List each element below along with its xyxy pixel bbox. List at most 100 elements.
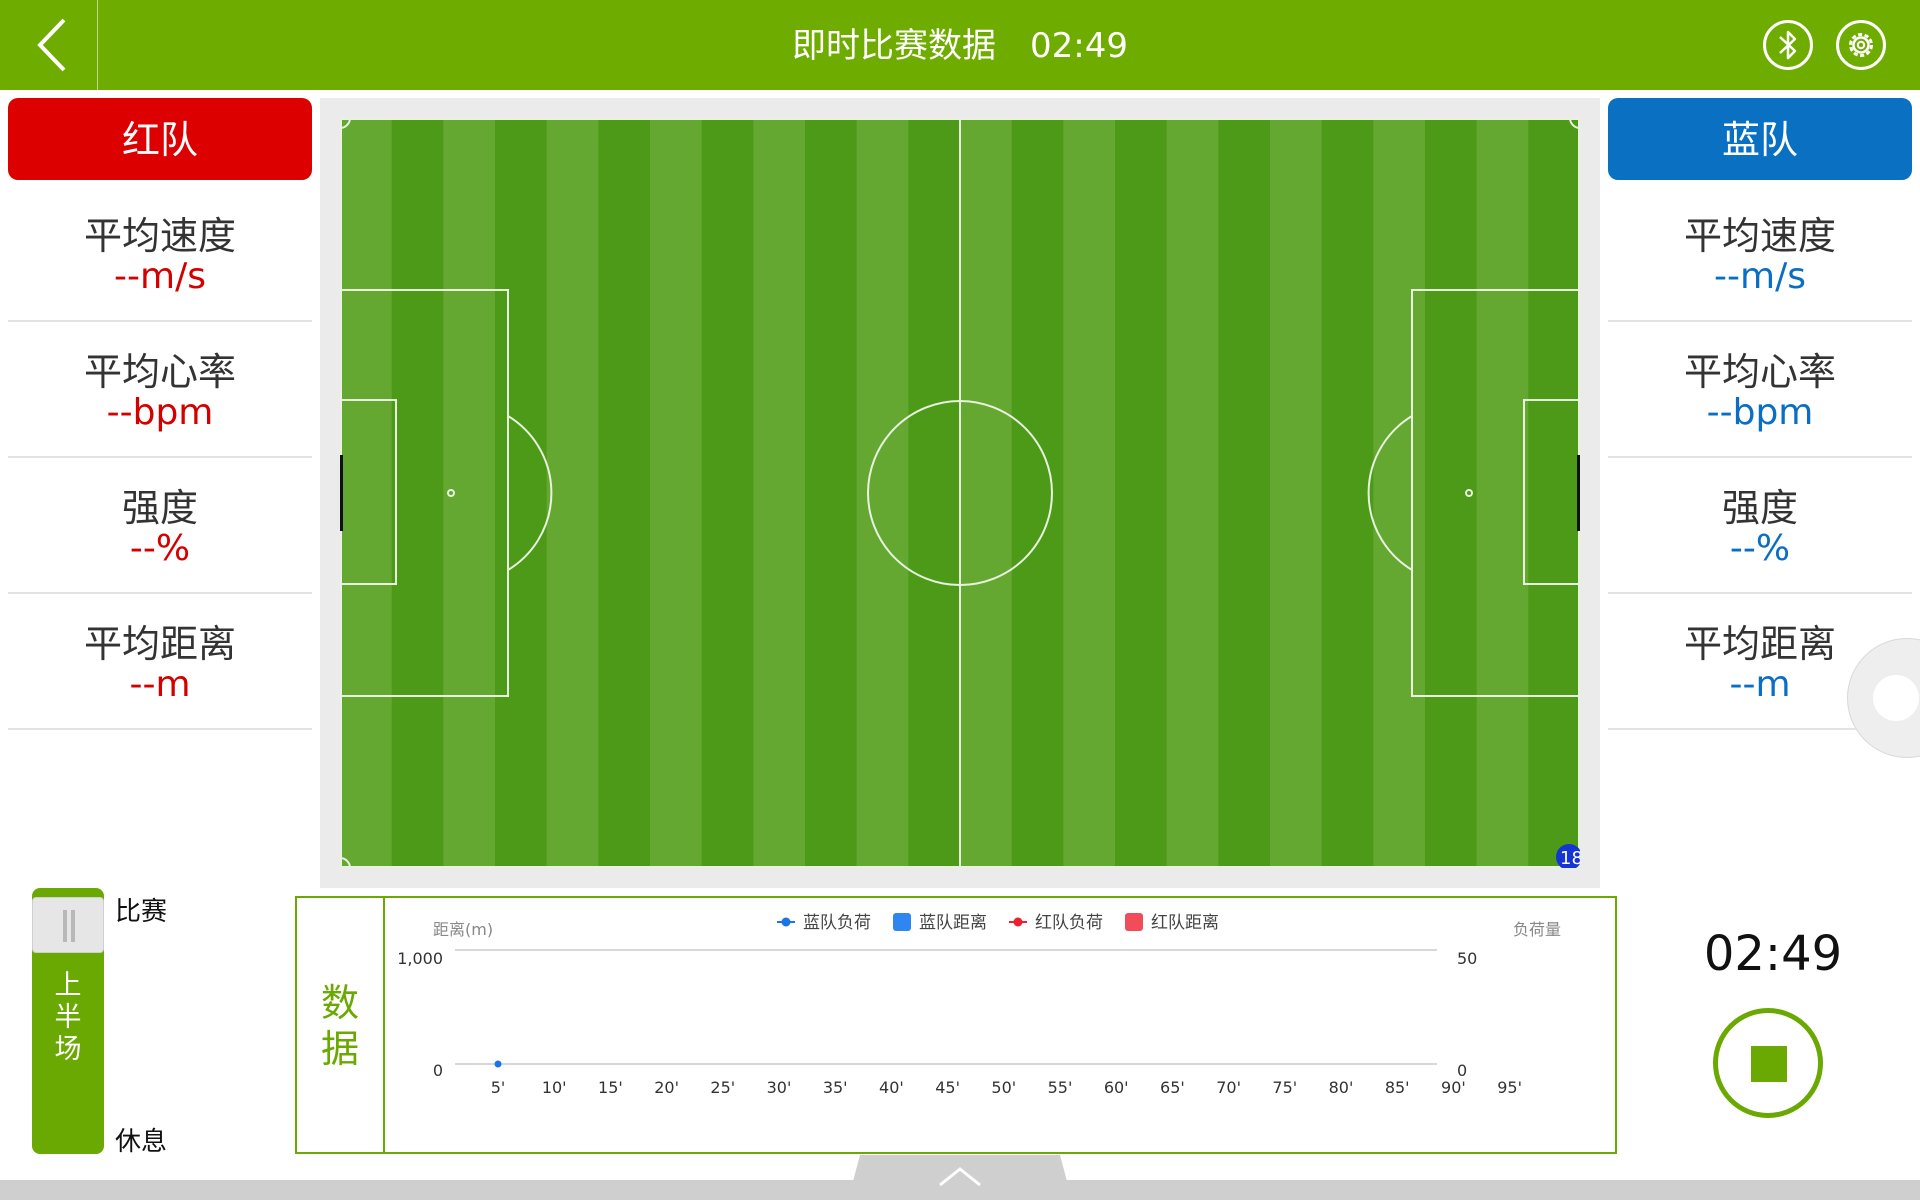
legend-dot-icon [781,917,791,927]
y-left-tick: 0 [433,1061,443,1080]
half-char: 场 [54,1034,82,1065]
x-tick-label: 5' [491,1078,506,1097]
legend-square-icon [893,913,911,931]
half-char: 半 [54,1002,82,1033]
current-half-label: 上 半 场 [32,970,104,1066]
data-tab[interactable]: 数 据 [297,898,385,1152]
right-penalty-arc [1367,415,1413,571]
stat-value: --m/s [1714,256,1806,297]
header-clock: 02:49 [1030,26,1128,66]
rest-label[interactable]: 休息 [115,1127,168,1157]
stat-label: 平均心率 [1683,350,1836,394]
x-tick-label: 55' [1048,1078,1073,1097]
corner-arc [1569,118,1580,129]
pitch-stripe [650,118,703,868]
red-avg-distance: 平均距离 --m [8,594,312,730]
x-tick-label: 75' [1272,1078,1297,1097]
stat-label: 平均距离 [1683,622,1836,666]
data-tab-char: 据 [320,1027,359,1071]
legend-label: 红队负荷 [1035,913,1103,933]
player-marker[interactable]: 18 [1556,844,1580,868]
pitch-stripe [856,118,909,868]
right-penalty-spot [1465,489,1473,497]
left-penalty-box [340,289,509,697]
pitch-stripe [1011,118,1064,868]
y-left-tick: 1,000 [397,949,443,968]
x-tick-label: 65' [1160,1078,1185,1097]
x-tick-label: 25' [710,1078,735,1097]
legend-square-icon [1125,913,1143,931]
app-header: 即时比赛数据 02:49 [0,0,1920,90]
x-tick-label: 85' [1385,1078,1410,1097]
y-left-axis-label: 距离(m) [433,920,493,939]
pitch-stripe [1166,118,1219,868]
player-number: 18 [1560,848,1580,868]
x-tick-label: 15' [598,1078,623,1097]
title-text: 即时比赛数据 [792,26,996,66]
match-label[interactable]: 比赛 [115,897,168,927]
soccer-field[interactable]: 18 [340,118,1580,868]
red-avg-heart-rate: 平均心率 --bpm [8,322,312,458]
player-dot [1556,844,1580,868]
legend-label: 蓝队距离 [919,913,987,933]
pull-tab-shape [848,1155,1072,1200]
pitch-stripe [1115,118,1168,868]
right-penalty-box [1411,289,1580,697]
pitch-stripe [1218,118,1271,868]
bluetooth-icon [1779,30,1797,60]
stat-value: --% [1729,528,1791,569]
chevron-up-icon [939,1167,981,1187]
stop-button[interactable] [1713,1008,1823,1118]
stat-label: 平均心率 [83,350,236,394]
pitch-stripe [546,118,599,868]
blue-team-button[interactable]: 蓝队 [1608,98,1912,180]
left-goal [340,455,343,531]
stat-value: --% [129,528,191,569]
pitch-stripe [1270,118,1323,868]
stat-value: --m [129,664,191,705]
chart-series [494,1060,502,1068]
settings-button[interactable] [1836,20,1886,70]
chart-grid [455,949,1437,1065]
pitch-stripe [908,118,961,868]
pitch-stripe [805,118,858,868]
page-title: 即时比赛数据 02:49 [0,0,1920,90]
stat-label: 强度 [121,486,198,530]
blue-intensity: 强度 --% [1608,458,1912,594]
pitch-stripe [753,118,806,868]
left-goal-box [340,399,397,585]
half-switch-handle[interactable] [32,897,104,953]
red-team-button[interactable]: 红队 [8,98,312,180]
back-button[interactable] [0,0,98,90]
pitch-stripe [1373,118,1426,868]
x-tick-label: 80' [1329,1078,1354,1097]
pull-up-tab[interactable] [848,1155,1072,1200]
gear-icon [1849,33,1873,57]
pitch-stripe [960,118,1013,868]
stat-value: --bpm [1706,392,1814,433]
bluetooth-button[interactable] [1763,20,1813,70]
pitch-stripe [598,118,651,868]
corner-arc [340,118,351,129]
legend-label: 红队距离 [1151,913,1219,933]
chart-legend: 蓝队负荷 蓝队距离 红队负荷 红队距离 [777,913,1219,933]
stop-icon [1751,1046,1787,1082]
x-tick-label: 90' [1441,1078,1466,1097]
x-tick-label: 95' [1497,1078,1522,1097]
right-goal [1577,455,1580,531]
half-char: 上 [54,970,82,1001]
left-penalty-spot [447,489,455,497]
stat-value: --m/s [114,256,206,297]
red-intensity: 强度 --% [8,458,312,594]
data-tab-char: 数 [320,981,359,1025]
chevron-left-icon [37,18,66,72]
x-tick-label: 35' [823,1078,848,1097]
blue-avg-speed: 平均速度 --m/s [1608,186,1912,322]
red-avg-speed: 平均速度 --m/s [8,186,312,322]
right-goal-box [1523,399,1580,585]
x-tick-label: 30' [767,1078,792,1097]
y-right-tick: 0 [1457,1061,1467,1080]
pitch-stripe [1528,118,1580,868]
x-tick-label: 60' [1104,1078,1129,1097]
pitch-stripe [443,118,496,868]
